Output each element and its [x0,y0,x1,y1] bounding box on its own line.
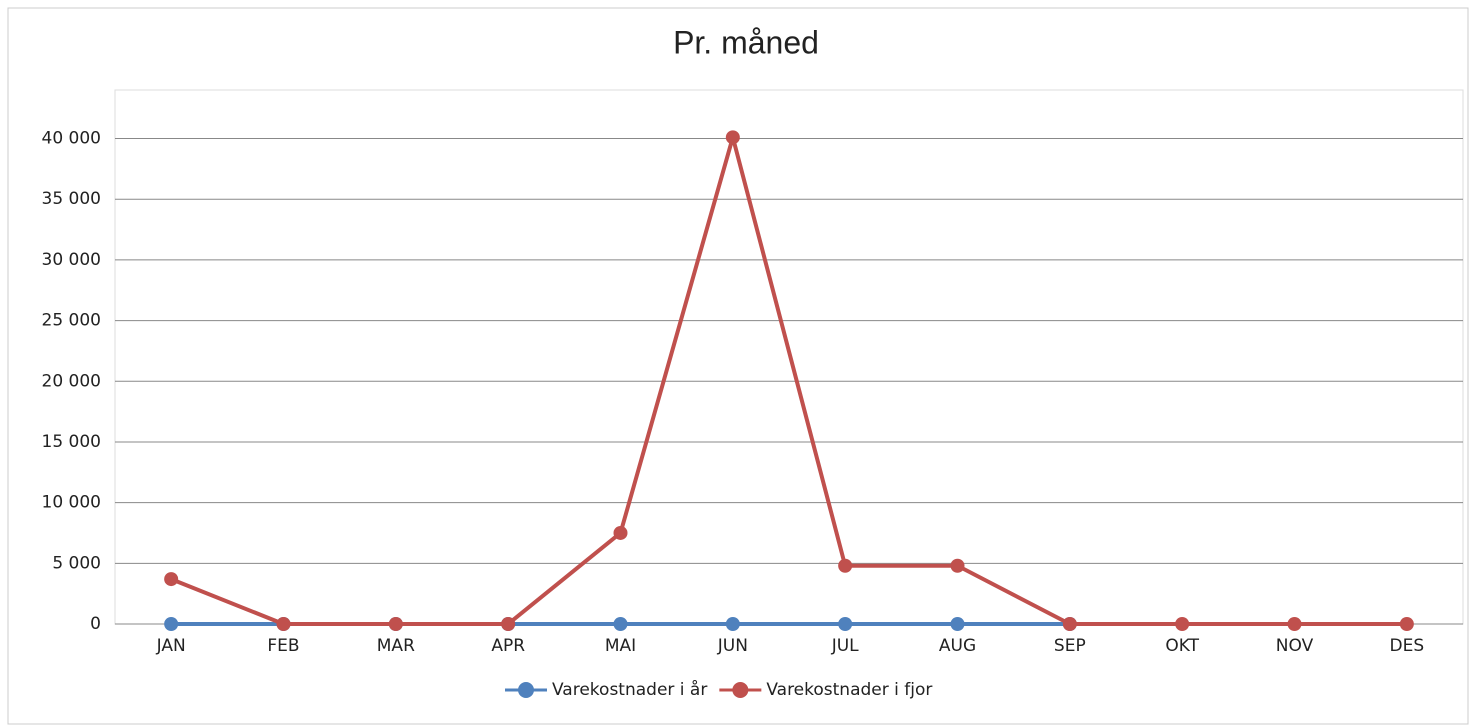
point [725,130,740,145]
y-tick-label: 25 000 [42,311,101,331]
y-tick-label: 35 000 [42,189,101,209]
point [838,558,853,573]
point [838,617,853,631]
point [613,617,628,631]
x-tick-label: JUL [831,636,859,656]
chart-title: Pr. måned [673,24,819,60]
legend-marker [732,682,749,698]
y-tick-label: 15 000 [42,432,101,452]
y-tick-label: 0 [90,614,101,634]
point [950,558,965,573]
x-tick-label: APR [491,636,525,656]
point [725,617,740,631]
x-tick-label: NOV [1276,636,1314,656]
x-tick-label: JUN [717,636,748,656]
y-tick-label: 40 000 [42,129,101,149]
chart-frame [7,7,1469,725]
y-tick-label: 10 000 [42,493,101,513]
series-line [170,135,1407,626]
x-tick-label: JAN [156,636,186,656]
legend-label: Varekostnader i fjor [766,680,932,700]
legend-marker [518,682,534,698]
point [164,617,179,631]
point [1287,617,1302,631]
point [501,617,516,631]
point [613,525,628,540]
x-tick-label: DES [1390,636,1425,656]
point [388,617,403,631]
x-tick-label: AUG [939,636,976,656]
point [950,617,965,631]
y-tick-label: 5 000 [52,553,101,573]
y-tick-label: 20 000 [42,371,101,391]
point [1175,617,1190,631]
point [164,572,179,587]
x-tick-label: MAI [605,636,636,656]
x-tick-label: SEP [1054,636,1086,656]
legend-label: Varekostnader i år [552,679,707,700]
x-tick-label: MAR [377,636,415,656]
point [1062,617,1077,631]
x-tick-label: FEB [267,636,299,656]
x-tick-label: OKT [1165,636,1199,656]
point [1399,617,1414,631]
y-tick-label: 30 000 [42,250,101,270]
point [276,617,291,631]
